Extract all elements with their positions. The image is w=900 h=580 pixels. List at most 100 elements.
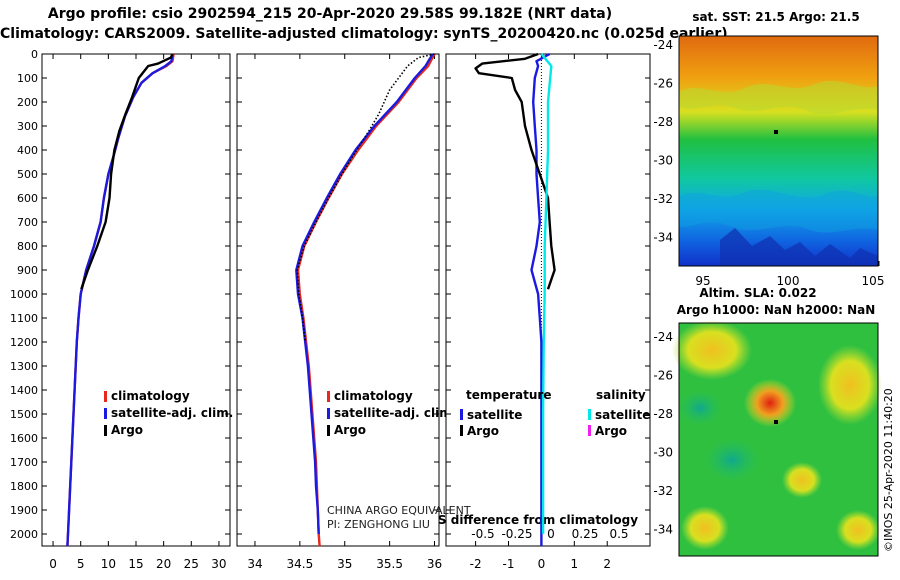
x-tick-label: 2 <box>603 557 611 571</box>
map-y-label: -28 <box>653 407 673 421</box>
y-tick-label: 100 <box>17 72 38 85</box>
map-y-label: -30 <box>653 154 673 168</box>
salinity-profile-panel: 34 34.5 35 35.5 36 climatology satellite-adj. … <box>236 53 456 571</box>
pi-annotation-1: CHINA ARGO EQUIVALENT <box>327 504 471 517</box>
map-x-label: 100 <box>777 274 800 288</box>
series-temperature-satellite <box>530 52 551 546</box>
plot-frame <box>41 53 231 547</box>
series-argo <box>80 53 174 290</box>
x-tick-label: 36 <box>427 557 442 571</box>
x-tick-label: 10 <box>101 557 116 571</box>
sla-map-blob <box>782 462 822 498</box>
legend-title: salinity <box>596 388 646 402</box>
x-tick-label: 25 <box>184 557 199 571</box>
legend-label: climatology <box>334 389 413 403</box>
y-tick-label: 1300 <box>10 360 38 373</box>
y-tick-label: 500 <box>17 168 38 181</box>
sst-map-texture <box>720 228 878 266</box>
s-tick-label: -0.5 <box>471 527 494 541</box>
pi-annotation-2: PI: ZENGHONG LIU <box>327 518 430 531</box>
x-tick-label: -2 <box>470 557 482 571</box>
sst-map: sat. SST: 21.5 Argo: 21.5 <box>678 10 879 267</box>
y-tick-label: 1700 <box>10 456 38 469</box>
legend-label: satellite-adj. clim. <box>334 406 456 420</box>
s-tick-label: 0 <box>547 527 555 541</box>
x-tick-label: 0 <box>49 557 57 571</box>
argo-position-marker <box>774 130 778 134</box>
y-tick-label: 2000 <box>10 528 38 541</box>
y-tick-label: 1800 <box>10 480 38 493</box>
plot-frame <box>236 53 440 547</box>
map-y-label: -34 <box>653 231 673 245</box>
legend-swatch <box>327 391 330 402</box>
sla-map-blob <box>744 379 796 427</box>
x-tick-label: 30 <box>211 557 226 571</box>
legend-label: Argo <box>111 423 143 437</box>
x-tick-label: 34 <box>247 557 262 571</box>
legend-label: satellite <box>595 408 650 422</box>
legend-label: Argo <box>595 424 627 438</box>
legend-swatch <box>460 425 463 436</box>
map-y-label: -24 <box>653 38 673 52</box>
chart-panels: 0100200300400500600700800900100011001200… <box>10 38 884 571</box>
sla-map: Altim. SLA: 0.022 Argo h1000: NaN h2000:… <box>672 286 882 557</box>
map-y-label: -28 <box>653 115 673 129</box>
series-satellite-adj-clim- <box>66 53 174 547</box>
legend-label: Argo <box>467 424 499 438</box>
sst-map-image <box>679 36 878 266</box>
sla-map-blob <box>681 506 729 550</box>
s-tick-label: 0.5 <box>609 527 628 541</box>
copyright: ©IMOS 25-Apr-2020 11:40:20 <box>882 388 895 552</box>
map-y-label: -26 <box>653 369 673 383</box>
x-tick-label: 15 <box>128 557 143 571</box>
legend-swatch <box>588 409 591 420</box>
y-tick-label: 1600 <box>10 432 38 445</box>
sst-map-title: sat. SST: 21.5 Argo: 21.5 <box>692 10 859 24</box>
series-salinity-satellite <box>540 53 553 534</box>
y-tick-label: 600 <box>17 192 38 205</box>
sst-map-texture <box>679 189 878 233</box>
sla-map-blob <box>672 320 752 380</box>
series-satellite-adj-clim- <box>295 53 434 535</box>
x-tick-label: 34.5 <box>286 557 313 571</box>
y-tick-label: 1200 <box>10 336 38 349</box>
map-y-label: -32 <box>653 192 673 206</box>
s-tick-label: -0.25 <box>501 527 532 541</box>
title-line-1: Argo profile: csio 2902594_215 20-Apr-20… <box>47 6 613 22</box>
map-y-label: -32 <box>653 484 673 498</box>
map-y-label: -24 <box>653 330 673 344</box>
legend-title: temperature <box>466 388 551 402</box>
difference-profile-panel: -2 -1 0 1 2 -0.5 -0.25 0 0.25 0.5S difference fro… <box>438 52 651 571</box>
legend-swatch <box>104 391 107 402</box>
y-tick-label: 1000 <box>10 288 38 301</box>
x-tick-label: 20 <box>156 557 171 571</box>
sla-map-blob <box>836 510 880 550</box>
y-tick-label: 700 <box>17 216 38 229</box>
legend-swatch <box>460 409 463 420</box>
y-tick-label: 200 <box>17 96 38 109</box>
x-axis-label: S difference from climatology <box>438 513 638 527</box>
sst-map-texture <box>679 80 878 115</box>
map-y-label: -26 <box>653 77 673 91</box>
legend-swatch <box>588 425 591 436</box>
x-tick-label: -1 <box>503 557 515 571</box>
x-tick-label: 5 <box>77 557 85 571</box>
s-tick-label: 0.25 <box>572 527 599 541</box>
map-x-label: 95 <box>695 274 710 288</box>
temperature-profile-panel: 0100200300400500600700800900100011001200… <box>10 48 233 571</box>
x-tick-label: 35.5 <box>376 557 403 571</box>
title-line-2: Climatology: CARS2009. Satellite-adjuste… <box>0 26 728 42</box>
sla-map-title-2: Argo h1000: NaN h2000: NaN <box>677 303 876 317</box>
legend-label: climatology <box>111 389 190 403</box>
y-tick-label: 400 <box>17 144 38 157</box>
legend-label: satellite <box>467 408 522 422</box>
legend-swatch <box>327 408 330 419</box>
sla-map-title-1: Altim. SLA: 0.022 <box>699 286 816 300</box>
sla-map-blob <box>678 390 722 426</box>
sla-map-blob <box>818 345 882 425</box>
legend-swatch <box>104 425 107 436</box>
x-tick-label: 1 <box>571 557 579 571</box>
x-tick-label: 35 <box>337 557 352 571</box>
y-tick-label: 1100 <box>10 312 38 325</box>
legend-swatch <box>104 408 107 419</box>
